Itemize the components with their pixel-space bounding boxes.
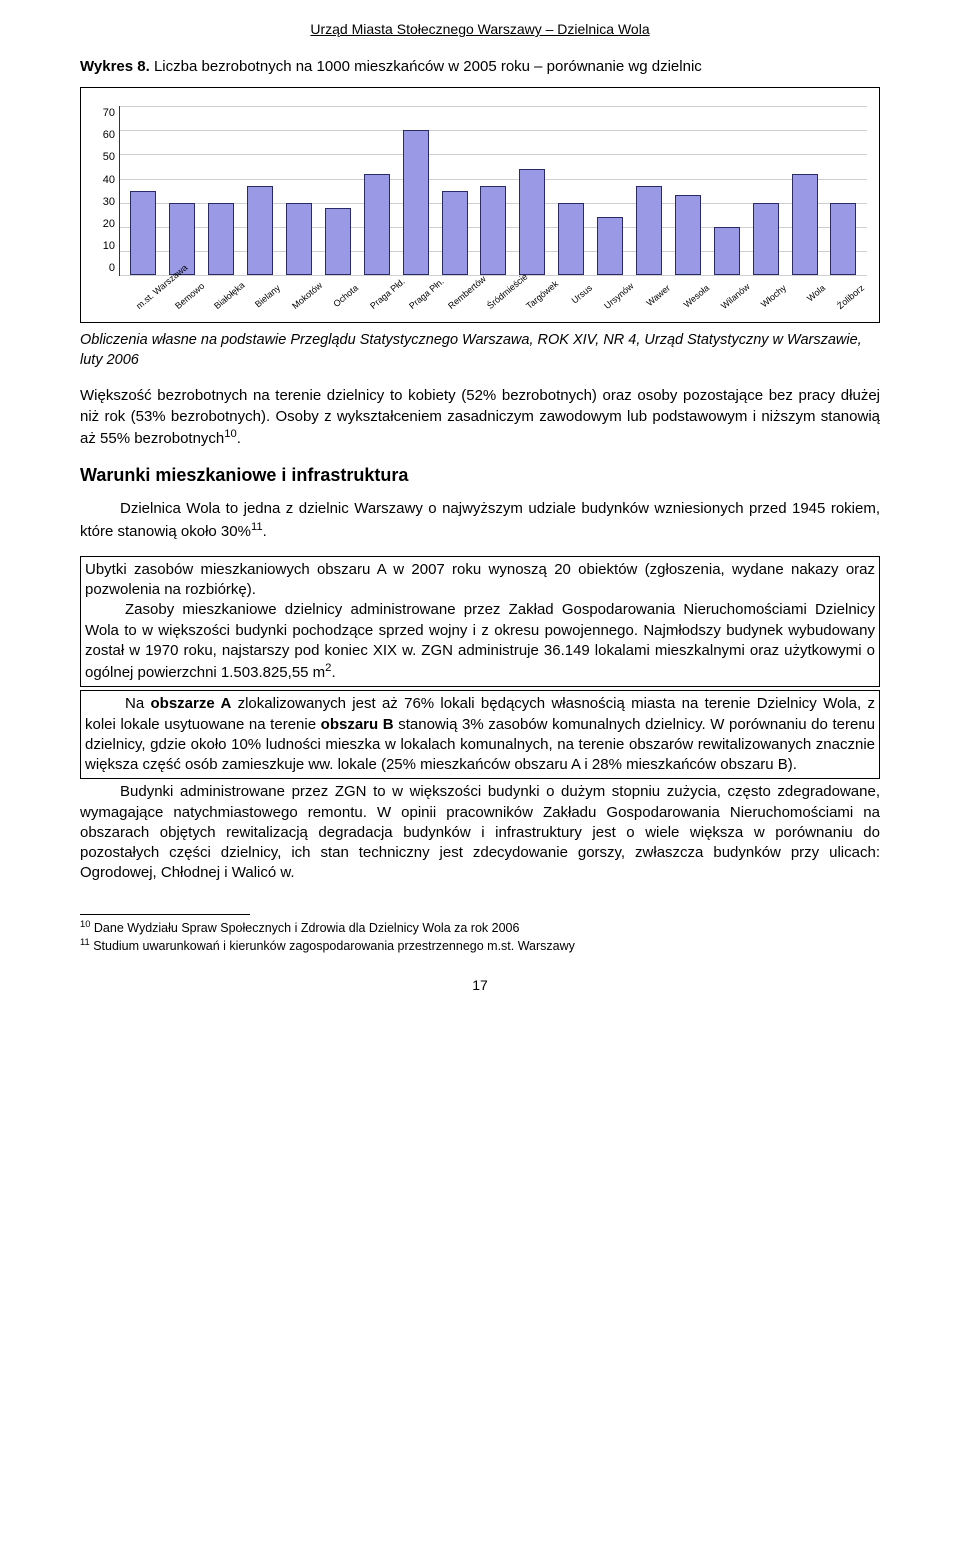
footnote-ref-10: 10 <box>224 428 237 440</box>
bar <box>442 191 468 276</box>
x-tick-label: Ursus <box>562 282 594 312</box>
x-tick-label: Wola <box>796 282 828 312</box>
bar <box>519 169 545 275</box>
y-tick: 0 <box>109 261 115 276</box>
bars-container <box>120 106 867 275</box>
bar <box>675 195 701 275</box>
x-tick-label: Praga Płd. <box>368 282 400 312</box>
bar <box>403 130 429 275</box>
footnote-10-num: 10 <box>80 919 90 929</box>
footnote-10: 10 Dane Wydziału Spraw Społecznych i Zdr… <box>80 918 880 936</box>
box2-bold1: obszarze A <box>151 695 232 712</box>
y-tick: 70 <box>103 106 115 121</box>
x-tick-label: Mokotów <box>290 282 322 312</box>
y-tick: 60 <box>103 128 115 143</box>
chart-source: Obliczenia własne na podstawie Przeglądu… <box>80 331 880 370</box>
x-tick-label: Bielany <box>251 282 283 312</box>
page-number: 17 <box>80 976 880 995</box>
box2-a: Na <box>125 695 151 712</box>
bar <box>480 186 506 275</box>
x-tick-label: Bemowo <box>173 282 205 312</box>
para1-end: . <box>237 430 241 447</box>
bar <box>286 203 312 275</box>
footnote-10-text: Dane Wydziału Spraw Społecznych i Zdrowi… <box>90 921 519 935</box>
footnote-11-text: Studium uwarunkowań i kierunków zagospod… <box>90 939 575 953</box>
bar <box>130 191 156 276</box>
bar <box>208 203 234 275</box>
chart-caption-prefix: Wykres 8. <box>80 58 150 75</box>
x-tick-label: Ursynów <box>601 282 633 312</box>
x-tick-label: Wesoła <box>679 282 711 312</box>
x-tick-label: Ochota <box>329 282 361 312</box>
box1-end: . <box>331 664 335 681</box>
box1-line1: Ubytki zasobów mieszkaniowych obszaru A … <box>85 561 875 598</box>
x-tick-label: Włochy <box>757 282 789 312</box>
y-tick: 10 <box>103 239 115 254</box>
para1-text: Większość bezrobotnych na terenie dzieln… <box>80 387 880 447</box>
x-tick-label: Praga Płn. <box>407 282 439 312</box>
bar <box>597 217 623 275</box>
x-axis-labels: m.st. WarszawaBemowoBiałołękaBielanyMoko… <box>119 278 867 290</box>
bar <box>364 174 390 275</box>
footnote-rule <box>80 914 250 915</box>
x-tick-label: Wilanów <box>718 282 750 312</box>
section-heading: Warunki mieszkaniowe i infrastruktura <box>80 463 880 487</box>
info-box-1: Ubytki zasobów mieszkaniowych obszaru A … <box>80 556 880 688</box>
intro-text: Dzielnica Wola to jedna z dzielnic Warsz… <box>80 500 880 539</box>
plot-area <box>119 106 867 276</box>
page-header: Urząd Miasta Stołecznego Warszawy – Dzie… <box>80 20 880 39</box>
y-axis: 70 60 50 40 30 20 10 0 <box>93 106 119 276</box>
x-tick-label: Wawer <box>640 282 672 312</box>
footnote-ref-11: 11 <box>251 521 263 533</box>
bar <box>636 186 662 275</box>
chart-caption: Wykres 8. Liczba bezrobotnych na 1000 mi… <box>80 57 880 77</box>
intro-paragraph: Dzielnica Wola to jedna z dzielnic Warsz… <box>80 499 880 542</box>
y-tick: 40 <box>103 173 115 188</box>
chart-frame: 70 60 50 40 30 20 10 0 m.st. WarszawaBemowoBiał… <box>80 87 880 323</box>
footnote-11: 11 Studium uwarunkowań i kierunków zagos… <box>80 936 880 954</box>
bar <box>247 186 273 275</box>
x-tick-label: Śródmieście <box>484 282 516 312</box>
footnote-11-num: 11 <box>80 937 90 947</box>
box2-bold2: obszaru B <box>321 716 394 733</box>
x-tick-label: Rembertów <box>445 282 477 312</box>
bar <box>753 203 779 275</box>
y-tick: 30 <box>103 195 115 210</box>
bar <box>558 203 584 275</box>
chart-caption-rest: Liczba bezrobotnych na 1000 mieszkańców … <box>150 58 702 75</box>
x-tick-label: Targówek <box>523 282 555 312</box>
gridline <box>120 275 867 276</box>
x-tick-label: Białołęka <box>212 282 244 312</box>
bar <box>830 203 856 275</box>
info-box-2: Na obszarze A zlokalizowanych jest aż 76… <box>80 690 880 779</box>
x-tick-label: Żoliborz <box>835 282 867 312</box>
y-tick: 20 <box>103 217 115 232</box>
x-tick-label: m.st. Warszawa <box>134 282 166 312</box>
paragraph-unemployment: Większość bezrobotnych na terenie dzieln… <box>80 386 880 449</box>
chart-area: 70 60 50 40 30 20 10 0 m.st. WarszawaBemowoBiał… <box>93 106 867 316</box>
box1-line2: Zasoby mieszkaniowe dzielnicy administro… <box>85 601 875 681</box>
bar <box>325 208 351 276</box>
y-tick: 50 <box>103 150 115 165</box>
bar <box>792 174 818 275</box>
footnotes: 10 Dane Wydziału Spraw Społecznych i Zdr… <box>80 914 880 955</box>
intro-end: . <box>263 523 267 540</box>
bar <box>714 227 740 275</box>
tail-paragraph: Budynki administrowane przez ZGN to w wi… <box>80 782 880 883</box>
